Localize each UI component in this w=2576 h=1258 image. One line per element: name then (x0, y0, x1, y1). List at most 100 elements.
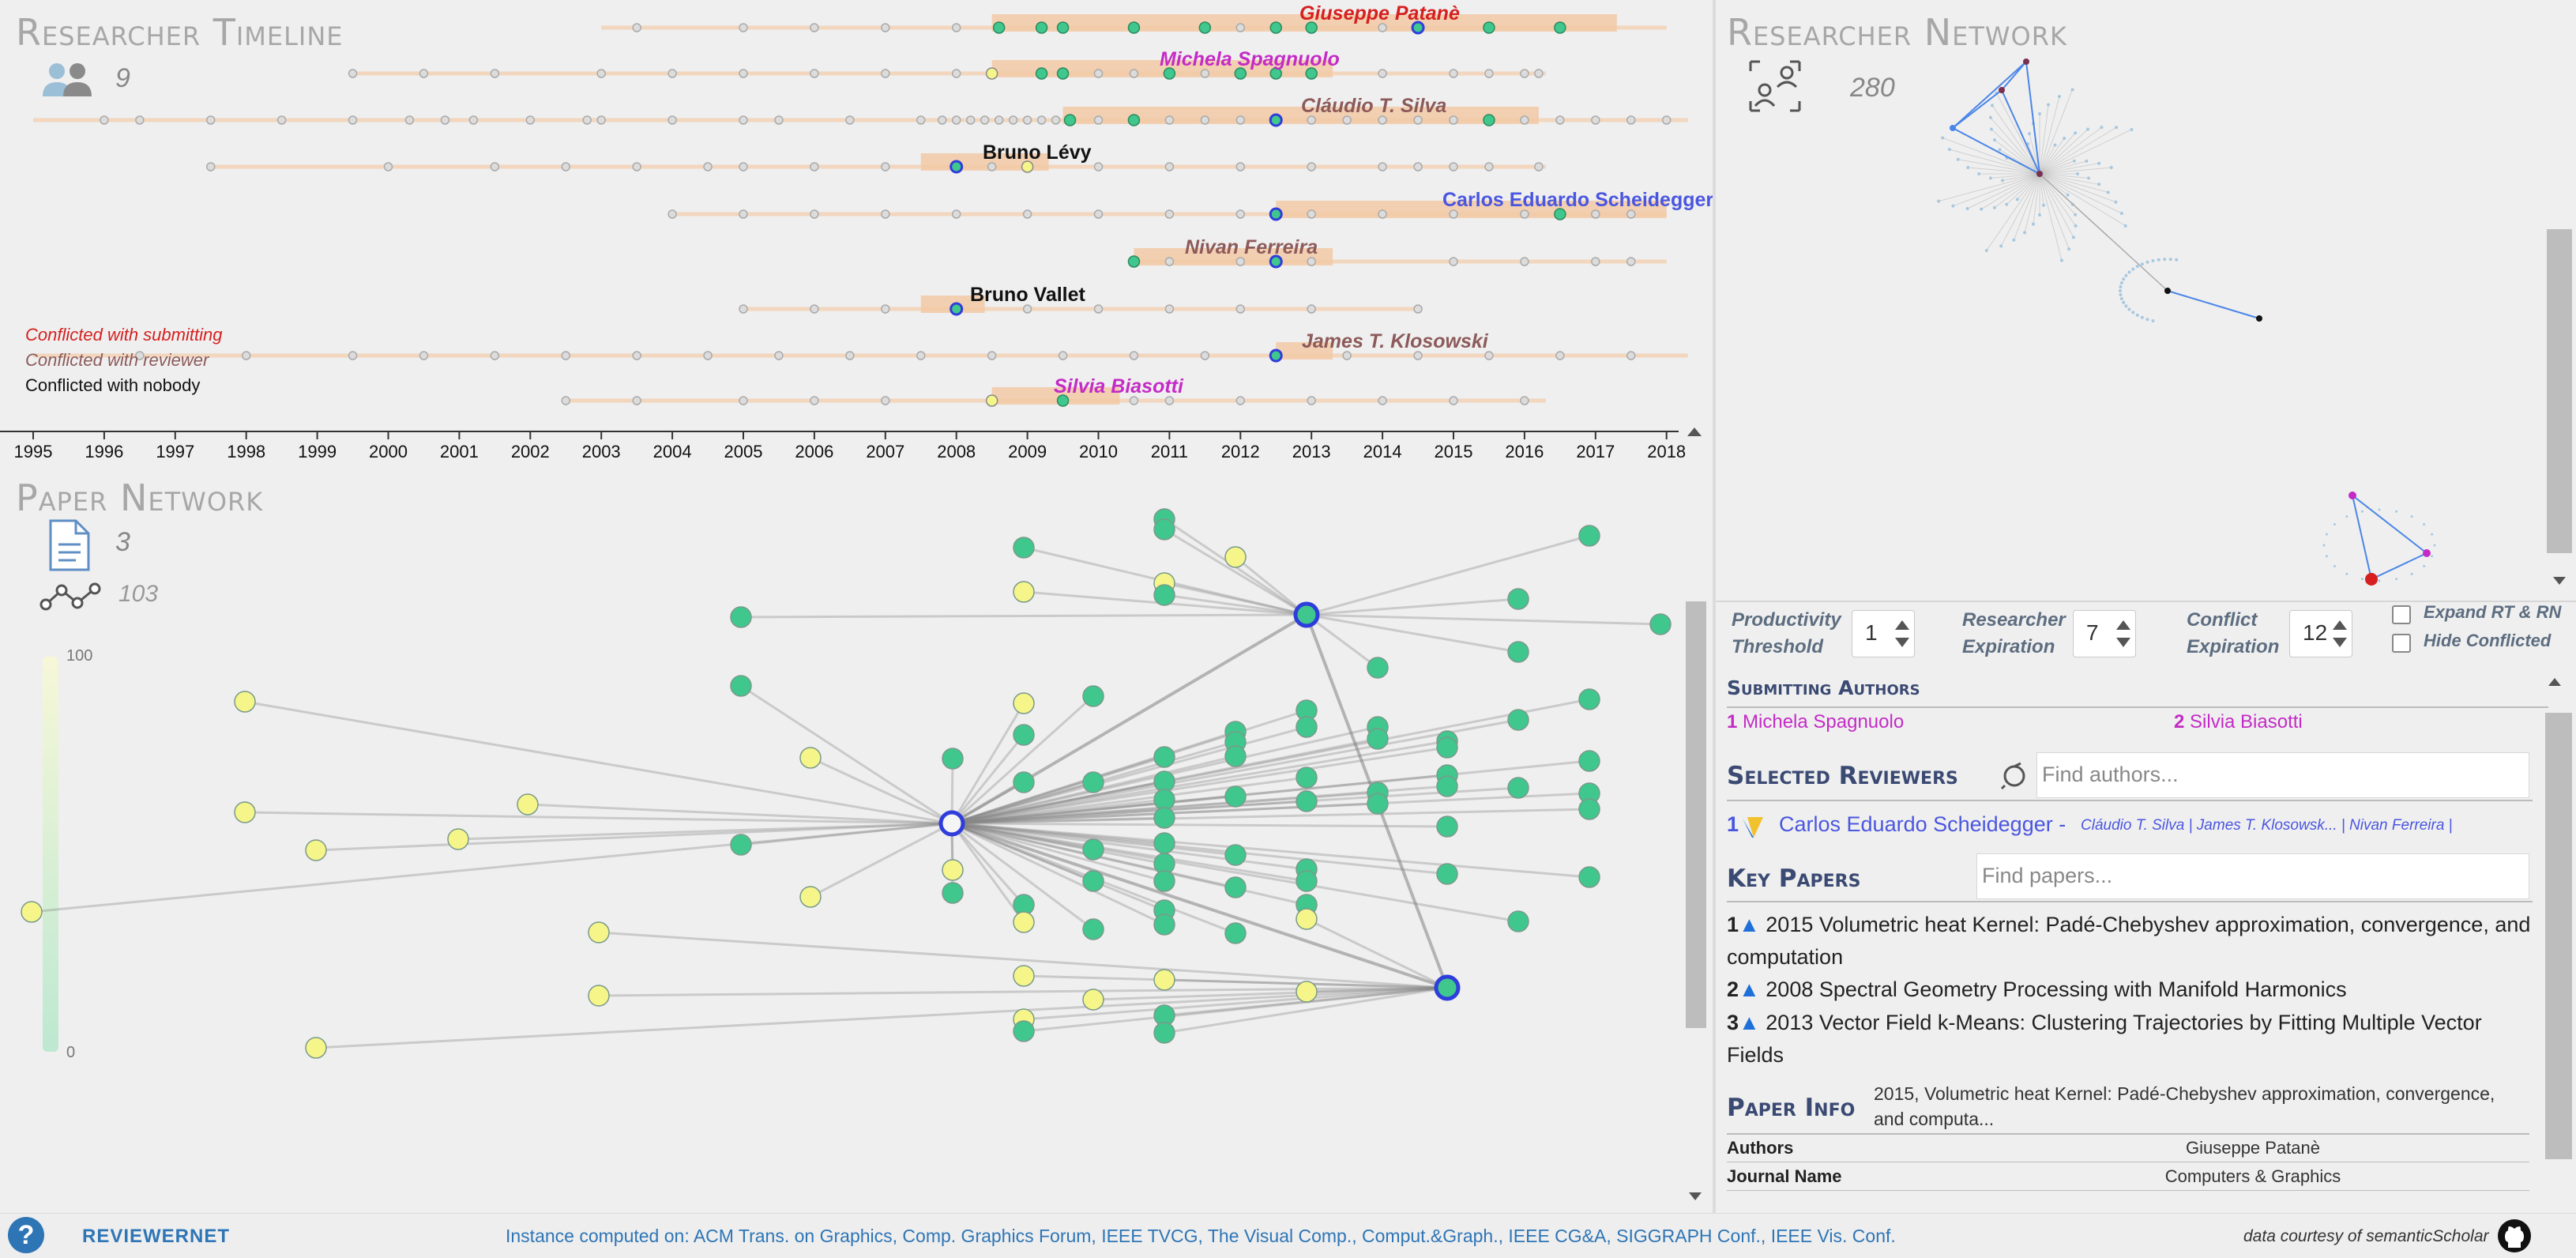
researcher-node (2360, 510, 2364, 513)
researcher-link (2039, 126, 2117, 175)
paper-network-scrollbar[interactable] (1686, 601, 1706, 1028)
key-paper-item[interactable]: 1▲ 2015 Volumetric heat Kernel: Padé-Che… (1727, 913, 2531, 969)
researcher-network-graph[interactable] (1716, 0, 2545, 601)
info-scroll-up-icon[interactable] (2548, 678, 2561, 686)
publication-dot (1093, 304, 1104, 314)
researcher-node (2097, 183, 2101, 186)
researcher-node (2164, 288, 2171, 294)
researcher-node (2365, 573, 2378, 586)
rn-scroll-down-icon[interactable] (2553, 577, 2566, 585)
publication-dot (1555, 351, 1565, 360)
separator (1727, 1133, 2529, 1135)
paper-node (799, 747, 822, 769)
paper-link (951, 776, 1307, 825)
stepper-down-icon[interactable] (1895, 638, 1909, 647)
hide-conflicted-checkbox[interactable] (2392, 634, 2411, 653)
productivity-stepper[interactable]: 1 (1852, 610, 1915, 657)
paper-scroll-down-icon[interactable] (1689, 1192, 1702, 1200)
paper-node (1082, 870, 1104, 892)
activity-bar (1276, 342, 1333, 360)
help-button[interactable]: ? (8, 1217, 44, 1253)
selected-reviewers-title: Selected Reviewers (1727, 762, 1958, 790)
submitting-author[interactable]: 1 Michela Spagnuolo (1727, 711, 1905, 733)
paper-link (951, 740, 1448, 825)
researcher-node (1984, 248, 1988, 252)
find-papers-input[interactable]: Find papers... (1976, 853, 2529, 899)
paper-link (244, 700, 953, 825)
researcher-link (2039, 137, 2065, 175)
publication-dot (1022, 209, 1032, 219)
refresh-icon[interactable] (2000, 762, 2032, 790)
stepper-up-icon[interactable] (2116, 620, 2130, 630)
publication-dot (206, 115, 216, 125)
publication-dot (1378, 23, 1387, 32)
conflict-stepper[interactable]: 12 (2289, 610, 2352, 657)
researcher-node (1992, 205, 1996, 209)
publication-dot (348, 69, 358, 78)
publication-dot (135, 351, 145, 360)
publication-dot (1307, 304, 1316, 314)
brand-link[interactable]: REVIEWERNET (82, 1226, 231, 1247)
paper-network-graph[interactable] (0, 470, 1683, 1213)
year-label: 1999 (298, 442, 337, 461)
paper-node (1367, 657, 1389, 679)
separator (1727, 800, 2533, 801)
expand-checkbox[interactable] (2392, 605, 2411, 624)
publication-dot (1305, 21, 1318, 34)
publication-dot (206, 162, 216, 171)
control-panel: Productivity Threshold 1 Researcher Expi… (1716, 601, 2576, 1213)
publication-dot (668, 69, 677, 78)
activity-bar (991, 60, 1333, 77)
researcher-link (2039, 129, 2132, 175)
researcher-count: 9 (115, 63, 130, 93)
researcher-link (2039, 132, 2076, 175)
paper-node (1507, 641, 1529, 663)
paper-node (1013, 911, 1035, 933)
researcher-network-scrollbar[interactable] (2547, 229, 2572, 553)
github-icon[interactable] (2496, 1218, 2533, 1254)
expiration-stepper[interactable]: 7 (2073, 610, 2136, 657)
paper-link (951, 822, 1307, 906)
reviewer-row[interactable]: 1 Carlos Eduardo Scheidegger - Cláudio T… (1727, 812, 2540, 844)
paper-link (951, 822, 1448, 989)
year-label: 2016 (1505, 442, 1544, 461)
researcher-node (2322, 544, 2326, 547)
paper-link (810, 756, 953, 825)
stepper-up-icon[interactable] (2333, 620, 2347, 630)
publication-dot (1056, 394, 1070, 407)
researcher-node (2119, 293, 2123, 297)
reviewer-name[interactable]: Carlos Eduardo Scheidegger - (1779, 812, 2066, 836)
submitting-author[interactable]: 2 Silvia Biasotti (2174, 711, 2303, 733)
publication-dot (1200, 115, 1210, 125)
researcher-node (2047, 103, 2051, 107)
paper-link (951, 822, 1165, 926)
researcher-link (2024, 173, 2040, 233)
publication-dot (1129, 396, 1139, 405)
paper-link (951, 709, 1307, 825)
legend-nobody: Conflicted with nobody (25, 375, 201, 395)
timeline-scroll-up-icon[interactable] (1687, 427, 1702, 436)
info-scrollbar[interactable] (2545, 713, 2572, 1159)
researcher-node (2135, 265, 2139, 269)
links-count: 103 (118, 581, 159, 607)
stepper-down-icon[interactable] (2333, 638, 2347, 647)
paper-node (1153, 518, 1175, 540)
researcher-node (2410, 515, 2413, 518)
paper-link (740, 684, 953, 825)
paper-node (1153, 832, 1175, 854)
key-paper-item[interactable]: 2▲ 2008 Spectral Geometry Processing wit… (1727, 977, 2347, 1001)
publication-dot (994, 115, 1004, 125)
stepper-up-icon[interactable] (1895, 620, 1909, 630)
stepper-down-icon[interactable] (2116, 638, 2130, 647)
paper-node (305, 839, 327, 861)
publication-dot (1484, 162, 1494, 171)
publication-dot (739, 209, 748, 219)
researcher-name: James T. Klosowski (1302, 330, 1489, 352)
key-paper-item[interactable]: 3▲ 2013 Vector Field k-Means: Clustering… (1727, 1011, 2482, 1067)
publication-dot (1235, 162, 1246, 171)
researcher-node (2100, 126, 2104, 130)
year-label: 2017 (1576, 442, 1615, 461)
paper-node (21, 901, 43, 923)
find-authors-input[interactable]: Find authors... (2036, 752, 2529, 798)
researcher-node (2423, 549, 2431, 557)
